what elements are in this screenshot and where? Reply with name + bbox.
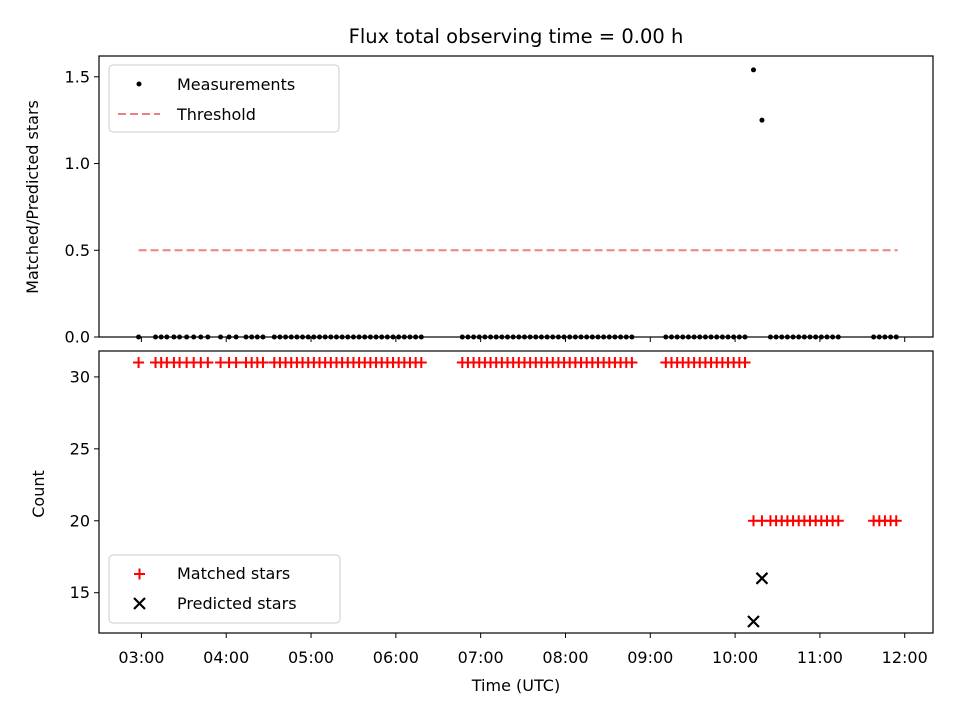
matched-star-point	[257, 357, 269, 369]
legend-predicted-marker	[133, 597, 146, 610]
bottom-x-axis: 03:00 04:00 05:00 06:00 07:00 08:00 09:00 10:00…	[118, 633, 928, 667]
top-y-tick-label: 1.0	[65, 154, 90, 173]
x-axis-label: Time (UTC)	[471, 676, 560, 695]
x-tick-label: 09:00	[627, 648, 673, 667]
matched-star-point	[230, 357, 242, 369]
legend-measurements-marker	[136, 81, 142, 87]
x-tick-label: 10:00	[712, 648, 758, 667]
top-y-tick-label: 0.0	[65, 328, 90, 347]
top-y-tick-label: 0.5	[65, 241, 90, 260]
measurement-point	[759, 117, 765, 123]
x-tick-label: 05:00	[288, 648, 334, 667]
predicted-star-point	[747, 615, 760, 628]
bottom-y-tick-label: 30	[70, 367, 90, 386]
x-tick-label: 11:00	[797, 648, 843, 667]
x-tick-label: 12:00	[882, 648, 928, 667]
top-axes-frame	[98, 55, 934, 338]
predicted-star-point	[755, 572, 769, 585]
matched-star-point	[202, 357, 214, 369]
top-x-axis	[140, 337, 906, 342]
bottom-y-tick-label: 20	[70, 511, 90, 530]
x-tick-label: 06:00	[373, 648, 419, 667]
top-y-axis: 0.0 0.5 1.0 1.5	[65, 67, 99, 347]
bottom-legend-box	[108, 554, 341, 624]
x-tick-label: 03:00	[118, 648, 164, 667]
top-plot-area	[136, 67, 899, 340]
measurement-point	[750, 67, 756, 73]
x-tick-label: 08:00	[542, 648, 588, 667]
legend-measurements-label: Measurements	[177, 75, 295, 94]
bottom-y-axis: 15 20 25 30	[70, 367, 99, 602]
bottom-y-tick-label: 15	[70, 583, 90, 602]
legend-predicted-label: Predicted stars	[177, 594, 297, 613]
x-tick-label: 07:00	[458, 648, 504, 667]
legend-matched-label: Matched stars	[177, 564, 290, 583]
bottom-axes-frame	[98, 350, 934, 634]
chart-title: Flux total observing time = 0.00 h	[349, 25, 684, 48]
matched-star-point	[890, 515, 902, 527]
bottom-y-tick-label: 25	[70, 439, 90, 458]
top-y-axis-label: Matched/Predicted stars	[23, 100, 42, 294]
bottom-legend: Matched stars Predicted stars	[108, 554, 341, 624]
legend-matched-marker	[134, 568, 145, 580]
top-panel: 0.0 0.5 1.0 1.5 Matched/Predicted stars Mea…	[23, 55, 934, 347]
top-legend-box	[108, 64, 340, 133]
matched-star-point	[415, 357, 427, 369]
bottom-y-axis-label: Count	[29, 470, 48, 518]
x-tick-label: 04:00	[203, 648, 249, 667]
matched-star-point	[832, 515, 844, 527]
top-y-tick-label: 1.5	[65, 67, 90, 86]
top-legend: Measurements Threshold	[108, 64, 340, 133]
matched-star-point	[133, 357, 145, 369]
matched-star-point	[626, 357, 638, 369]
legend-threshold-label: Threshold	[176, 105, 256, 124]
matched-star-point	[739, 357, 751, 369]
bottom-plot-area	[133, 357, 902, 628]
